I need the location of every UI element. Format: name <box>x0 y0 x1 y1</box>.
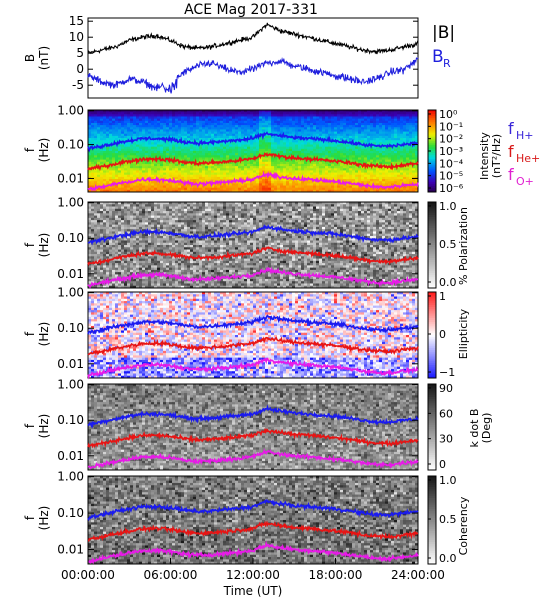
x-tick-label: 12:00:00 <box>226 568 280 582</box>
ellipticity-colorbar-label: Ellipticity <box>457 308 470 359</box>
coherency-colorbar-label: Coherency <box>457 496 470 555</box>
figure-title: ACE Mag 2017-331 <box>184 2 318 18</box>
y-tick-label: 0.10 <box>57 321 84 335</box>
b-field-frame <box>88 18 418 98</box>
legend-f-o: f <box>508 165 514 184</box>
colorbar-tick-label: 10⁻⁶ <box>439 182 464 195</box>
y-tick-label: 0.01 <box>57 357 84 371</box>
legend-f-h: f <box>508 119 514 138</box>
colorbar-tick-label: 0.0 <box>439 276 457 289</box>
b-field-ytick-label: 5 <box>76 46 84 60</box>
coherency-ylabel-unit: (Hz) <box>37 506 51 531</box>
legend-f-he: f <box>508 142 514 161</box>
legend-b-radial: B <box>432 47 444 67</box>
power-ylabel-main: f <box>23 147 37 152</box>
b-field-ytick-label: 15 <box>69 14 84 28</box>
colorbar-tick-label: 1 <box>439 290 446 303</box>
polarization-colorbar-label: % Polarization <box>457 207 470 285</box>
y-tick-label: 0.10 <box>57 138 84 152</box>
colorbar-tick-label: 10⁰ <box>439 108 458 121</box>
y-tick-label: 0.01 <box>57 171 84 185</box>
b-field-ytick-label: 0 <box>76 62 84 76</box>
b-field-panel: 15 10 5 0 -5 B (nT) |B| B R <box>23 14 455 98</box>
colorbar-tick-label: 0 <box>439 458 446 471</box>
colorbar-tick-label: 10⁻⁴ <box>439 157 464 170</box>
polarization-ylabel-main: f <box>23 242 37 247</box>
colorbar-tick-label: 0.0 <box>439 552 457 565</box>
b-field-ytick-label: -5 <box>72 78 84 92</box>
colorbar-tick-label: 0.5 <box>439 238 457 251</box>
colorbar-tick-label: −1 <box>439 366 455 379</box>
y-tick-label: 0.01 <box>57 267 84 281</box>
frequency-legend: f H+ f He+ f O+ <box>508 119 540 188</box>
polarization-ylabel-unit: (Hz) <box>37 233 51 258</box>
y-tick-label: 1.00 <box>57 196 84 210</box>
polarization-panel: f (Hz) % Polarization 1.00 0.10 0.01 1.0 0.5… <box>23 196 470 289</box>
y-tick-label: 1.00 <box>57 378 84 392</box>
x-tick-label: 24:00:00 <box>391 568 445 582</box>
ellipticity-panel: f (Hz) Ellipticity 1.00 0.10 0.01 1 0 −1 <box>23 286 470 379</box>
y-tick-label: 0.01 <box>57 542 84 556</box>
power-colorbar-unit: (nT²/Hz) <box>490 134 503 178</box>
b-field-ylabel-main: B <box>23 54 37 62</box>
kdotb-ylabel-unit: (Hz) <box>37 414 51 439</box>
ellipticity-ylabel-main: f <box>23 331 37 336</box>
x-tick-label: 00:00:00 <box>61 568 115 582</box>
colorbar-tick-label: 0.5 <box>439 513 457 526</box>
y-tick-label: 0.10 <box>57 231 84 245</box>
coherency-panel: f (Hz) Coherency 1.00 0.10 0.01 1.0 0.5 0.0 <box>23 470 470 565</box>
colorbar: 1.0 0.5 0.0 <box>428 200 457 289</box>
colorbar-tick-label: 0 <box>439 328 446 341</box>
ellipticity-ylabel-unit: (Hz) <box>37 322 51 347</box>
colorbar-tick-label: 10⁻⁵ <box>439 170 463 183</box>
legend-f-h-sub: H+ <box>516 129 534 142</box>
y-tick-label: 0.10 <box>57 506 84 520</box>
b-field-ytick-label: 10 <box>69 30 84 44</box>
colorbar-tick-label: 10⁻² <box>439 133 463 146</box>
y-tick-label: 1.00 <box>57 104 84 118</box>
colorbar: 90 60 30 0 <box>428 382 453 471</box>
power-ylabel-unit: (Hz) <box>37 138 51 163</box>
coherency-ylabel-main: f <box>23 515 37 520</box>
colorbar-tick-label: 30 <box>439 433 453 446</box>
kdotb-colorbar-unit: (Deg) <box>480 413 493 444</box>
legend-f-he-sub: He+ <box>516 152 540 165</box>
y-tick-label: 1.00 <box>57 286 84 300</box>
colorbar-tick-label: 1.0 <box>439 200 457 213</box>
colorbar: 1.0 0.5 0.0 <box>428 474 457 565</box>
legend-f-o-sub: O+ <box>516 175 534 188</box>
legend-b-radial-sub: R <box>443 57 451 70</box>
colorbar-tick-label: 90 <box>439 382 453 395</box>
y-tick-label: 0.01 <box>57 449 84 463</box>
x-axis-label: Time (UT) <box>223 584 283 598</box>
colorbar-tick-label: 60 <box>439 407 453 420</box>
y-tick-label: 0.10 <box>57 413 84 427</box>
kdotb-ylabel-main: f <box>23 423 37 428</box>
colorbar-tick-label: 1.0 <box>439 474 457 487</box>
b-field-ylabel-unit: (nT) <box>37 46 51 70</box>
colorbar-tick-label: 10⁻¹ <box>439 120 463 133</box>
x-tick-label: 06:00:00 <box>144 568 198 582</box>
legend-b-total: |B| <box>432 23 455 43</box>
colorbar: 1 0 −1 <box>428 290 455 379</box>
power-spectrum-panel: f (Hz) Intensity (nT²/Hz) 1.000.100.0110… <box>23 104 503 195</box>
colorbar-tick-label: 10⁻³ <box>439 145 463 158</box>
y-tick-label: 1.00 <box>57 470 84 484</box>
x-tick-label: 18:00:00 <box>309 568 363 582</box>
